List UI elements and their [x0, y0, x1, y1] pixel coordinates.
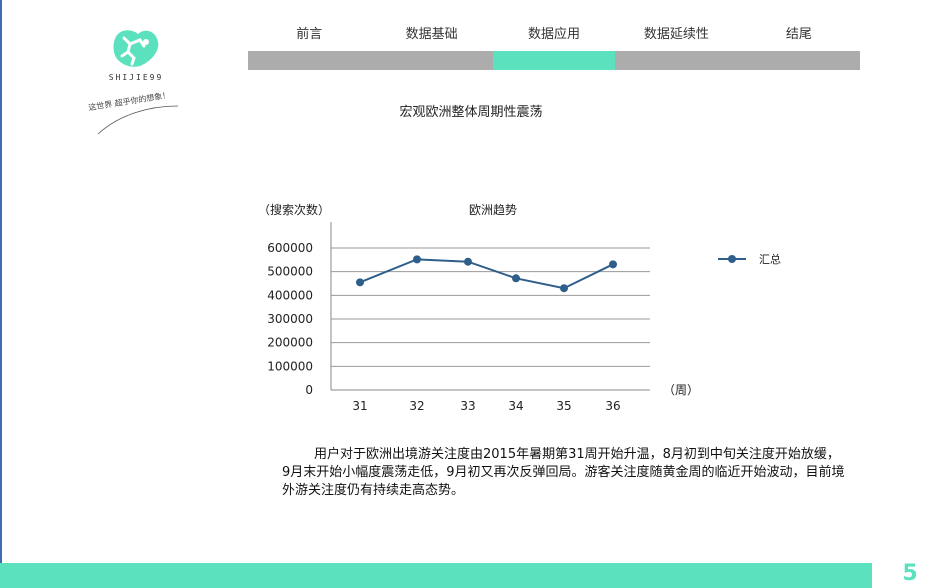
x-tick-label: 32 — [409, 399, 424, 413]
y-tick-label: 600000 — [267, 241, 313, 255]
nav-segment-2[interactable] — [492, 51, 616, 70]
logo: SHIJIE99 这世界 超乎你的想象！ — [88, 24, 206, 144]
nav-tab-1[interactable]: 数据基础 — [405, 27, 458, 42]
x-tick-label: 34 — [508, 399, 523, 413]
x-tick-label: 36 — [605, 399, 620, 413]
nav-segment-3[interactable] — [615, 51, 738, 70]
chart-svg: 0 100000 200000 300000 400000 500000 600000 31 3… — [258, 202, 781, 413]
y-tick-label: 0 — [305, 383, 313, 397]
data-point — [464, 257, 472, 266]
x-axis-label: （周） — [663, 383, 699, 397]
chart-title: 欧洲趋势 — [469, 203, 517, 217]
y-tick-label: 400000 — [267, 288, 313, 302]
nav-segment-4[interactable] — [737, 51, 861, 70]
legend-marker — [728, 255, 736, 263]
footer-bar — [0, 563, 872, 588]
left-edge-line — [0, 0, 2, 588]
nav-segment-1[interactable] — [370, 51, 493, 70]
x-tick-label: 31 — [352, 399, 367, 413]
x-tick-label: 35 — [556, 399, 571, 413]
y-tick-label: 200000 — [267, 336, 313, 350]
nav-segment-0[interactable] — [248, 51, 371, 70]
x-tick-label: 33 — [460, 399, 475, 413]
body-paragraph: 用户对于欧洲出境游关注度由2015年暑期第31周开始升温，8月初到中旬关注度开始… — [282, 447, 845, 498]
nav-tab-2[interactable]: 数据应用 — [528, 27, 581, 42]
nav-tab-0[interactable]: 前言 — [296, 27, 323, 42]
data-point — [512, 274, 520, 283]
data-point — [560, 284, 568, 293]
y-tick-label: 500000 — [267, 265, 313, 279]
series-line — [359, 258, 614, 290]
logo-brand-text: SHIJIE99 — [108, 73, 164, 82]
section-title: 宏观欧洲整体周期性震荡 — [399, 105, 543, 120]
nav-tab-3[interactable]: 数据延续性 — [643, 27, 709, 42]
legend-label: 汇总 — [759, 252, 781, 266]
line-chart: 0 100000 200000 300000 400000 500000 600000 31 3… — [248, 196, 808, 426]
page-number: 5 — [902, 561, 918, 586]
y-axis-label: （搜索次数） — [258, 202, 330, 217]
data-point — [609, 260, 617, 269]
nav-tab-4[interactable]: 结尾 — [785, 27, 812, 42]
y-tick-label: 100000 — [267, 359, 313, 373]
data-point — [356, 278, 364, 287]
y-tick-label: 300000 — [267, 312, 313, 326]
data-point — [413, 255, 421, 264]
logo-mark-icon — [113, 30, 159, 67]
nav-progress-bar — [248, 51, 861, 70]
top-navigation: 前言 数据基础 数据应用 数据延续性 结尾 — [248, 24, 861, 71]
nav-tab-labels: 前言 数据基础 数据应用 数据延续性 结尾 — [248, 24, 860, 48]
logo-swoosh-icon — [97, 105, 179, 135]
